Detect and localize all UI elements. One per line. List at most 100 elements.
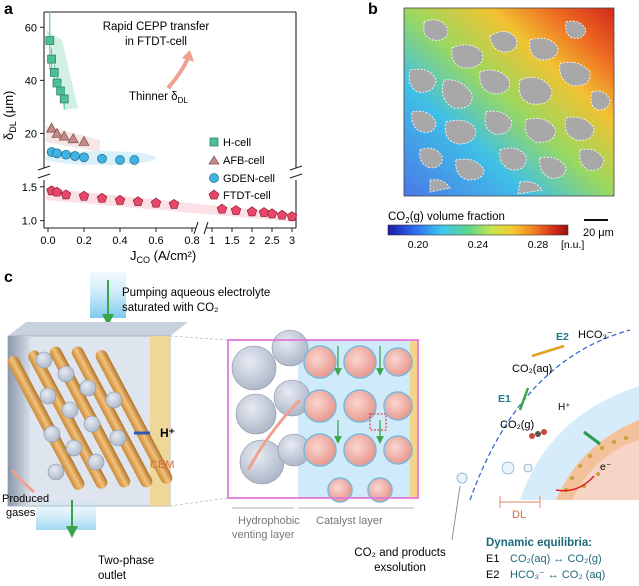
catalyst-particles xyxy=(303,345,413,503)
x-tick-label: 0.0 xyxy=(40,235,55,247)
point-ftdt-cell xyxy=(216,203,228,214)
bubbles xyxy=(456,461,533,484)
x-tick-label: 0.6 xyxy=(148,235,163,247)
point-ftdt-cell xyxy=(246,206,258,217)
x-tick-label: 1 xyxy=(209,235,215,247)
point-ftdt-cell xyxy=(150,197,162,208)
colorbar-tick-2: 0.24 xyxy=(468,239,489,251)
colorbar-tick-1: 0.20 xyxy=(408,239,429,251)
two-phase-1: Two-phase xyxy=(98,555,154,567)
e1-label: E1 xyxy=(498,393,511,405)
x-tick-label: 2.5 xyxy=(264,235,279,247)
point-h-cell xyxy=(49,68,59,77)
legend-marker-h-cell xyxy=(209,137,219,147)
e1-arrow xyxy=(518,387,530,411)
legend-gden-cell: GDEN-cell xyxy=(223,173,275,185)
point-afb-cell xyxy=(78,135,90,146)
equilibria-title: Dynamic equilibria: xyxy=(486,537,592,549)
point-ftdt-cell xyxy=(230,205,242,215)
legend-ftdt-cell: FTDT-cell xyxy=(223,190,271,202)
point-gden-cell xyxy=(61,149,71,160)
point-ftdt-cell xyxy=(96,192,108,203)
point-h-cell xyxy=(47,54,56,64)
dl-label: DL xyxy=(512,509,526,521)
point-gden-cell xyxy=(70,151,80,161)
point-ftdt-cell xyxy=(266,208,278,219)
eq1-label: E1 xyxy=(486,553,499,565)
legend-marker-gden-cell xyxy=(209,173,219,183)
legend: H-cell AFB-cell GDEN-cell FTDT-cell xyxy=(208,137,275,202)
scale-bar-label: 20 μm xyxy=(583,227,614,239)
hydrophobic-particles xyxy=(231,329,311,485)
exsolution-2: exsolution xyxy=(374,562,426,574)
point-h-cell xyxy=(45,36,55,45)
annotation-thinner: Thinner δDL xyxy=(129,91,188,105)
eq2: HCO₃⁻ ↔ CO₂ (aq) xyxy=(510,569,605,581)
point-gden-cell xyxy=(52,148,62,159)
y-tick-label: 40 xyxy=(25,75,37,87)
fiber-ends xyxy=(35,351,127,481)
annotation-rapid-transfer-2: in FTDT-cell xyxy=(125,36,187,48)
y-axis-label: δDL (μm) xyxy=(1,91,18,140)
exsolution-1: CO₂ and products xyxy=(354,547,446,559)
co2aq-label: CO₂(aq) xyxy=(512,363,552,375)
x-tick-label: 0.4 xyxy=(112,235,127,247)
eq1: CO₂(aq) ↔ CO₂(g) xyxy=(510,553,602,565)
gas-venting-arrow xyxy=(246,398,302,471)
e2-label: E2 xyxy=(556,331,569,343)
point-ftdt-cell xyxy=(132,196,144,207)
y-tick-label: 1.0 xyxy=(22,216,37,228)
point-afb-cell xyxy=(51,127,63,138)
hco3-label: HCO₃⁻ xyxy=(578,329,613,341)
colorbar xyxy=(387,224,569,236)
point-ftdt-cell xyxy=(78,190,90,201)
solid-phase-regions xyxy=(408,19,611,195)
panel-label-b: b xyxy=(368,1,378,18)
point-ftdt-cell xyxy=(286,211,298,221)
molecule-co2 xyxy=(529,429,547,439)
point-gden-cell xyxy=(97,153,107,164)
point-afb-cell xyxy=(46,122,58,133)
catalyst-layer-label: Catalyst layer xyxy=(316,515,383,527)
x-tick-label: 3 xyxy=(289,235,295,247)
annotation-arrowhead xyxy=(182,50,194,62)
point-gden-cell xyxy=(79,152,89,163)
point-ftdt-cell xyxy=(51,186,63,197)
axis-ticks: 0.0 0.2 0.4 0.6 0.8 1 1.5 2 2.5 3 20 40 60 1.0 1.5 xyxy=(22,22,295,247)
zoom-inset-marker xyxy=(369,413,387,431)
flow-arrows xyxy=(334,346,384,444)
data-series xyxy=(45,11,298,221)
point-ftdt-cell xyxy=(258,207,270,217)
legend-marker-ftdt-cell xyxy=(208,189,220,200)
colorbar-tick-3: 0.28 xyxy=(528,239,549,251)
point-ftdt-cell xyxy=(276,209,288,220)
red-curve-arrow xyxy=(555,475,595,492)
y-tick-label: 60 xyxy=(25,22,37,34)
e-minus-arrow xyxy=(583,430,601,446)
legend-afb-cell: AFB-cell xyxy=(223,155,265,167)
magnified-view xyxy=(227,329,419,503)
point-ftdt-cell xyxy=(60,189,72,200)
produced-gases-1: Produced xyxy=(2,493,49,505)
two-phase-2: outlet xyxy=(98,570,127,582)
point-h-cell xyxy=(52,78,62,88)
x-tick-label: 0.2 xyxy=(76,235,91,247)
annotation-arrow xyxy=(166,57,190,90)
panel-label-a: a xyxy=(4,1,13,18)
x-tick-label: 0.8 xyxy=(184,235,199,247)
point-h-cell xyxy=(56,86,65,96)
x-tick-label: 2 xyxy=(249,235,255,247)
colorbar-unit: [n.u.] xyxy=(561,239,584,251)
point-afb-cell xyxy=(67,133,79,144)
colorbar-title: CO2(g) volume fraction xyxy=(388,211,505,225)
cem-label: CEM xyxy=(150,459,174,471)
h-plus-label: H⁺ xyxy=(160,426,175,440)
point-gden-cell xyxy=(115,155,125,165)
e2-arrow xyxy=(531,344,565,358)
produced-gas-arrow xyxy=(10,469,35,494)
pump-text-1: Pumping aqueous electrolyte xyxy=(122,287,270,299)
h-plus-small-label: H⁺ xyxy=(558,402,571,413)
point-ftdt-cell xyxy=(168,198,180,209)
y-tick-label: 20 xyxy=(25,128,37,140)
e-minus-label: e⁻ xyxy=(600,461,612,473)
